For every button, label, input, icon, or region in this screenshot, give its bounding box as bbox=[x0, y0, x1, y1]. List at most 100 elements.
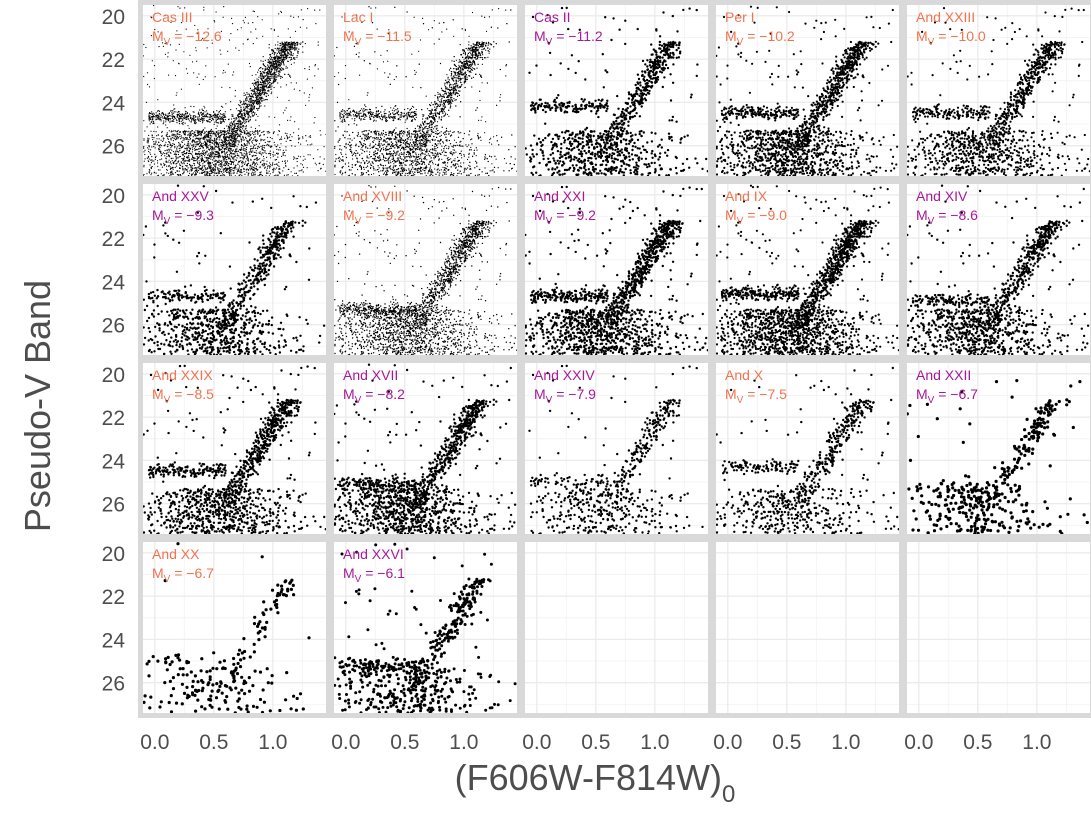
data-point bbox=[213, 137, 216, 139]
data-point bbox=[290, 15, 292, 17]
data-point bbox=[240, 156, 242, 159]
data-point bbox=[194, 134, 196, 136]
data-point bbox=[168, 130, 170, 132]
data-point bbox=[217, 132, 219, 135]
data-point bbox=[202, 120, 204, 122]
data-point bbox=[227, 128, 229, 130]
data-point bbox=[226, 136, 228, 138]
data-point bbox=[286, 49, 288, 51]
data-point bbox=[234, 168, 236, 170]
data-point bbox=[259, 67, 261, 69]
data-point bbox=[257, 146, 259, 148]
data-point bbox=[239, 169, 242, 171]
data-point bbox=[221, 144, 223, 146]
data-point bbox=[234, 143, 236, 146]
data-point bbox=[166, 153, 168, 155]
data-point bbox=[240, 148, 242, 150]
data-point bbox=[248, 98, 251, 100]
data-point bbox=[161, 166, 163, 168]
data-point bbox=[220, 139, 222, 141]
data-point bbox=[228, 157, 230, 159]
data-point bbox=[178, 145, 180, 147]
data-point bbox=[237, 163, 239, 165]
data-point bbox=[221, 174, 223, 176]
data-point bbox=[208, 174, 210, 176]
data-point bbox=[249, 153, 251, 155]
data-point bbox=[277, 66, 279, 68]
data-point bbox=[298, 137, 300, 139]
data-point bbox=[266, 169, 268, 171]
data-point bbox=[273, 167, 275, 169]
data-point bbox=[253, 89, 255, 91]
data-point bbox=[147, 155, 150, 158]
data-point bbox=[298, 128, 300, 130]
data-point bbox=[244, 16, 246, 18]
data-point bbox=[246, 91, 248, 94]
data-point bbox=[291, 175, 293, 176]
data-point bbox=[236, 132, 238, 134]
data-point bbox=[219, 109, 221, 112]
data-point bbox=[243, 129, 245, 131]
data-point bbox=[257, 158, 259, 161]
data-point bbox=[252, 96, 254, 98]
data-point bbox=[149, 123, 151, 125]
data-point bbox=[270, 65, 272, 67]
data-point bbox=[261, 174, 264, 176]
data-point bbox=[191, 140, 193, 142]
data-point bbox=[218, 171, 220, 173]
data-point bbox=[236, 130, 238, 132]
data-point bbox=[235, 137, 237, 140]
data-point bbox=[179, 134, 181, 136]
data-point bbox=[231, 23, 234, 25]
data-point bbox=[170, 161, 172, 163]
data-point bbox=[237, 133, 239, 135]
data-point bbox=[230, 132, 232, 135]
data-point bbox=[251, 148, 253, 150]
data-point bbox=[229, 146, 231, 148]
data-point bbox=[225, 162, 228, 165]
data-point bbox=[217, 116, 219, 118]
data-point bbox=[274, 66, 277, 68]
data-point bbox=[204, 140, 206, 142]
data-point bbox=[250, 151, 252, 153]
data-point bbox=[255, 103, 257, 105]
data-point bbox=[232, 141, 234, 143]
data-point bbox=[251, 100, 253, 102]
data-point bbox=[241, 174, 243, 176]
data-point bbox=[214, 153, 217, 156]
data-point bbox=[294, 145, 296, 147]
data-point bbox=[249, 138, 251, 140]
data-point bbox=[228, 166, 231, 168]
data-point bbox=[219, 163, 222, 165]
data-point bbox=[267, 76, 269, 78]
data-point bbox=[250, 137, 252, 139]
data-point bbox=[186, 168, 188, 171]
data-point bbox=[277, 41, 279, 43]
data-point bbox=[257, 16, 259, 18]
data-point bbox=[193, 148, 196, 150]
data-point bbox=[159, 150, 161, 152]
data-point bbox=[215, 113, 217, 115]
data-point bbox=[289, 75, 291, 77]
data-point bbox=[290, 52, 292, 54]
data-point bbox=[236, 118, 238, 120]
data-point bbox=[219, 137, 221, 139]
data-point bbox=[200, 159, 203, 161]
data-point bbox=[258, 93, 260, 95]
data-point bbox=[256, 88, 258, 90]
data-point bbox=[268, 61, 270, 63]
data-point bbox=[198, 145, 201, 147]
data-point bbox=[147, 156, 149, 158]
data-point bbox=[278, 64, 280, 66]
data-point bbox=[197, 157, 199, 159]
data-point bbox=[281, 47, 283, 49]
data-point bbox=[281, 51, 283, 54]
data-point bbox=[158, 110, 160, 112]
data-point bbox=[192, 116, 194, 118]
data-point bbox=[148, 145, 150, 147]
data-point bbox=[162, 137, 164, 139]
data-point bbox=[226, 130, 228, 133]
data-point bbox=[209, 121, 211, 123]
data-point bbox=[162, 113, 165, 115]
